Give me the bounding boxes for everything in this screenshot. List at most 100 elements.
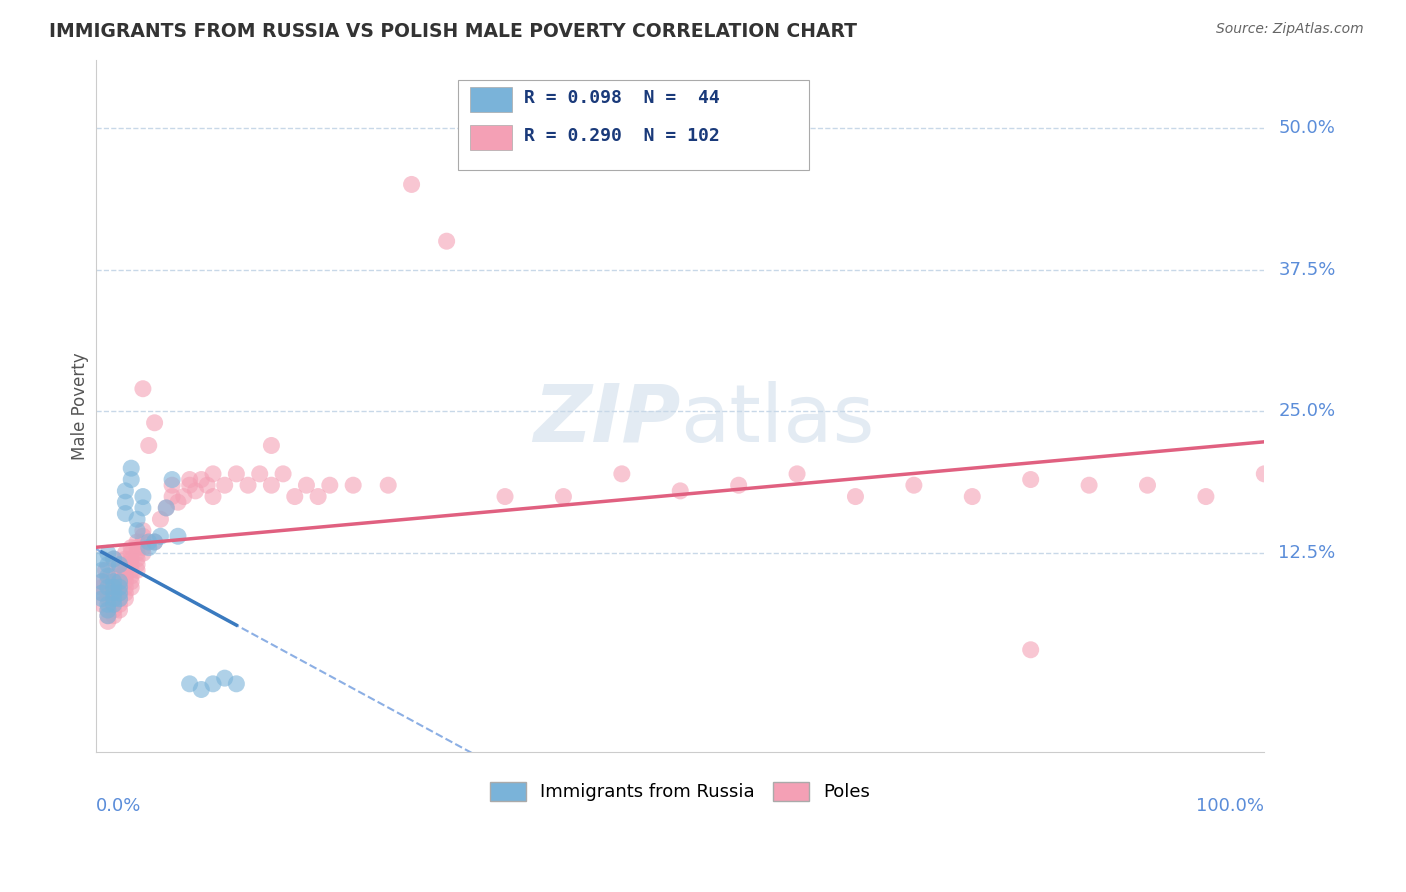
Point [307, 490, 329, 504]
Point [155, 500, 177, 515]
Point [132, 382, 155, 396]
Text: 100.0%: 100.0% [1197, 797, 1264, 815]
Point [342, 478, 364, 492]
Point [97, 586, 120, 600]
Point [91, 586, 114, 600]
Point [108, 563, 131, 577]
Point [103, 552, 125, 566]
Legend: Immigrants from Russia, Poles: Immigrants from Russia, Poles [482, 775, 877, 809]
Point [155, 500, 177, 515]
Y-axis label: Male Poverty: Male Poverty [72, 352, 89, 459]
Point [184, 483, 207, 498]
Point [610, 467, 633, 481]
Point [98, 569, 121, 583]
Point [201, 467, 224, 481]
Text: atlas: atlas [681, 381, 875, 458]
Point [120, 552, 142, 566]
Text: R = 0.290  N = 102: R = 0.290 N = 102 [523, 127, 720, 145]
Point [108, 591, 131, 606]
Point [114, 507, 136, 521]
Point [108, 580, 131, 594]
Point [91, 574, 114, 589]
Point [97, 603, 120, 617]
Point [103, 552, 125, 566]
Point [108, 558, 131, 572]
Point [97, 574, 120, 589]
Point [249, 467, 271, 481]
Point [160, 490, 183, 504]
Point [108, 598, 131, 612]
Point [97, 580, 120, 594]
Point [132, 490, 155, 504]
Point [114, 558, 136, 572]
Point [120, 569, 142, 583]
Point [786, 467, 808, 481]
Point [114, 569, 136, 583]
Point [108, 586, 131, 600]
Point [494, 490, 516, 504]
Point [149, 512, 172, 526]
Text: 0.0%: 0.0% [96, 797, 142, 815]
Point [236, 478, 259, 492]
Text: 50.0%: 50.0% [1278, 119, 1336, 136]
Point [114, 563, 136, 577]
Point [91, 563, 114, 577]
Point [103, 586, 125, 600]
Point [103, 598, 125, 612]
Point [1253, 467, 1275, 481]
Point [260, 438, 283, 452]
Point [114, 546, 136, 560]
Text: 37.5%: 37.5% [1278, 260, 1336, 278]
Point [97, 608, 120, 623]
Point [120, 461, 142, 475]
Point [97, 558, 120, 572]
Point [103, 608, 125, 623]
Text: R = 0.098  N =  44: R = 0.098 N = 44 [523, 88, 720, 107]
Point [132, 524, 155, 538]
Point [114, 591, 136, 606]
Point [167, 495, 190, 509]
Point [120, 541, 142, 555]
Point [125, 524, 148, 538]
Point [97, 569, 120, 583]
Point [844, 490, 866, 504]
Point [132, 529, 155, 543]
Point [103, 580, 125, 594]
Point [91, 574, 114, 589]
Point [91, 580, 114, 594]
Point [401, 178, 423, 192]
Point [190, 682, 212, 697]
Point [114, 552, 136, 566]
Point [436, 234, 458, 248]
Point [114, 586, 136, 600]
Point [553, 490, 575, 504]
Point [149, 529, 172, 543]
Point [97, 603, 120, 617]
Point [97, 615, 120, 629]
Point [103, 603, 125, 617]
Point [319, 478, 342, 492]
FancyBboxPatch shape [470, 87, 512, 112]
Point [1019, 473, 1042, 487]
Point [1195, 490, 1218, 504]
Point [132, 541, 155, 555]
Point [214, 671, 236, 685]
Point [225, 677, 247, 691]
Point [201, 677, 224, 691]
Point [103, 598, 125, 612]
Point [114, 580, 136, 594]
Point [108, 569, 131, 583]
Point [903, 478, 925, 492]
Point [91, 552, 114, 566]
Point [132, 546, 155, 560]
Point [91, 586, 114, 600]
Point [97, 598, 120, 612]
Text: 12.5%: 12.5% [1278, 544, 1336, 562]
FancyBboxPatch shape [470, 125, 512, 150]
Point [103, 586, 125, 600]
Point [108, 574, 131, 589]
Point [120, 563, 142, 577]
Point [120, 558, 142, 572]
Point [103, 591, 125, 606]
Point [295, 478, 318, 492]
